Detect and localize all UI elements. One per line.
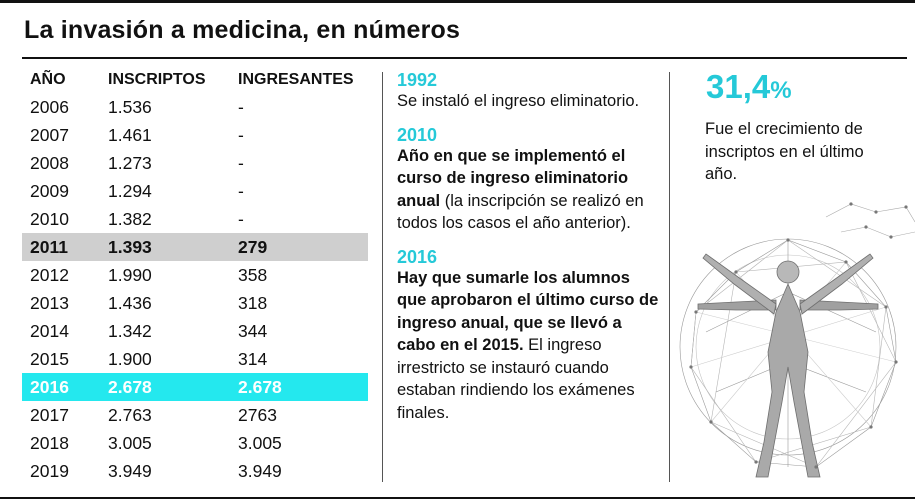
table-row: 2010 1.382 - xyxy=(22,205,368,233)
cell-inscriptos: 3.949 xyxy=(108,460,152,481)
stat-unit: % xyxy=(770,77,792,104)
cell-anio: 2015 xyxy=(30,348,69,369)
cell-inscriptos: 2.678 xyxy=(108,376,152,397)
table-row: 2006 1.536 - xyxy=(22,93,368,121)
stat-number: 31,4 xyxy=(706,68,771,105)
cell-ingresantes: 314 xyxy=(238,348,268,369)
cell-ingresantes: 3.949 xyxy=(238,460,282,481)
vitruvian-man-network-illustration xyxy=(679,202,915,478)
note-year: 1992 xyxy=(397,70,438,90)
bottom-border xyxy=(0,497,915,499)
cell-anio: 2009 xyxy=(30,180,69,201)
cell-inscriptos: 1.436 xyxy=(108,292,152,313)
cell-inscriptos: 1.393 xyxy=(108,236,152,257)
data-table: AÑO INSCRIPTOS INGRESANTES 2006 1.536 - 20… xyxy=(22,67,368,485)
note-year: 2016 xyxy=(397,246,438,267)
cell-anio: 2017 xyxy=(30,404,69,425)
cell-anio: 2011 xyxy=(30,236,68,257)
column-divider xyxy=(382,72,383,482)
cell-anio: 2016 xyxy=(30,376,69,397)
cell-anio: 2012 xyxy=(30,264,69,285)
note-1992: 1992 Se instaló el ingreso eliminatorio. xyxy=(397,70,659,113)
top-border xyxy=(0,0,915,3)
cell-ingresantes: - xyxy=(238,96,244,117)
cell-ingresantes: - xyxy=(238,124,244,145)
cell-inscriptos: 1.461 xyxy=(108,124,152,145)
cell-anio: 2007 xyxy=(30,124,69,145)
cell-inscriptos: 1.900 xyxy=(108,348,152,369)
note-year: 2010 xyxy=(397,124,438,145)
cell-ingresantes: 279 xyxy=(238,236,268,257)
table-row: 2013 1.436 318 xyxy=(22,289,368,317)
cell-anio: 2008 xyxy=(30,152,69,173)
table-row: 2007 1.461 - xyxy=(22,121,368,149)
cell-anio: 2019 xyxy=(30,460,69,481)
cell-inscriptos: 1.536 xyxy=(108,96,152,117)
note-2010: 2010 Año en que se implementó el curso d… xyxy=(397,125,659,235)
table-row: 2015 1.900 314 xyxy=(22,345,368,373)
table-row: 2018 3.005 3.005 xyxy=(22,429,368,457)
table-row: 2014 1.342 344 xyxy=(22,317,368,345)
table-header: AÑO INSCRIPTOS INGRESANTES xyxy=(22,67,368,93)
cell-ingresantes: 2763 xyxy=(238,404,277,425)
cell-inscriptos: 2.763 xyxy=(108,404,152,425)
note-text: Se instaló el ingreso eliminatorio. xyxy=(397,92,640,110)
stat-description: Fue el crecimiento de inscriptos en el ú… xyxy=(705,120,864,183)
header-inscriptos: INSCRIPTOS xyxy=(108,71,206,88)
cell-ingresantes: - xyxy=(238,208,244,229)
cell-anio: 2018 xyxy=(30,432,69,453)
cell-inscriptos: 1.382 xyxy=(108,208,152,229)
note-2016: 2016 Hay que sumarle los alumnos que apr… xyxy=(397,247,659,425)
cell-inscriptos: 1.990 xyxy=(108,264,152,285)
note-body: Año en que se implementó el curso de ing… xyxy=(397,145,659,235)
timeline-notes: 1992 Se instaló el ingreso eliminatorio.… xyxy=(397,70,659,436)
note-body: Hay que sumarle los alumnos que aprobaro… xyxy=(397,267,659,425)
note-bold-text: Hay que sumarle los alumnos que aprobaro… xyxy=(397,268,659,355)
table-row-highlight-2016: 2016 2.678 2.678 xyxy=(22,373,368,401)
cell-anio: 2014 xyxy=(30,320,69,341)
table-row: 2008 1.273 - xyxy=(22,149,368,177)
note-text: (la inscripción se realizó en todos los … xyxy=(397,191,644,233)
cell-inscriptos: 1.342 xyxy=(108,320,152,341)
page-title: La invasión a medicina, en números xyxy=(24,16,461,44)
note-bold-text: Año en que se implementó el curso de ing… xyxy=(397,146,629,210)
title-divider xyxy=(22,57,907,59)
cell-ingresantes: 344 xyxy=(238,320,268,341)
cell-ingresantes: 358 xyxy=(238,264,268,285)
cell-ingresantes: 3.005 xyxy=(238,432,282,453)
cell-ingresantes: 318 xyxy=(238,292,268,313)
cell-anio: 2013 xyxy=(30,292,69,313)
cell-inscriptos: 3.005 xyxy=(108,432,152,453)
cell-ingresantes: 2.678 xyxy=(238,376,282,397)
table-row-highlight-2011: 2011 1.393 279 xyxy=(22,233,368,261)
header-ingresantes: INGRESANTES xyxy=(238,71,354,88)
cell-inscriptos: 1.294 xyxy=(108,180,152,201)
table-row: 2012 1.990 358 xyxy=(22,261,368,289)
cell-anio: 2010 xyxy=(30,208,69,229)
cell-ingresantes: - xyxy=(238,180,244,201)
header-anio: AÑO xyxy=(30,71,66,88)
column-divider xyxy=(669,72,670,482)
cell-ingresantes: - xyxy=(238,152,244,173)
stat-value: 31,4% xyxy=(706,68,792,106)
table-row: 2009 1.294 - xyxy=(22,177,368,205)
table-row: 2019 3.949 3.949 xyxy=(22,457,368,485)
cell-inscriptos: 1.273 xyxy=(108,152,152,173)
table-row: 2017 2.763 2763 xyxy=(22,401,368,429)
cell-anio: 2006 xyxy=(30,96,69,117)
note-text: El ingreso irrestricto se instauró cuand… xyxy=(397,336,635,422)
